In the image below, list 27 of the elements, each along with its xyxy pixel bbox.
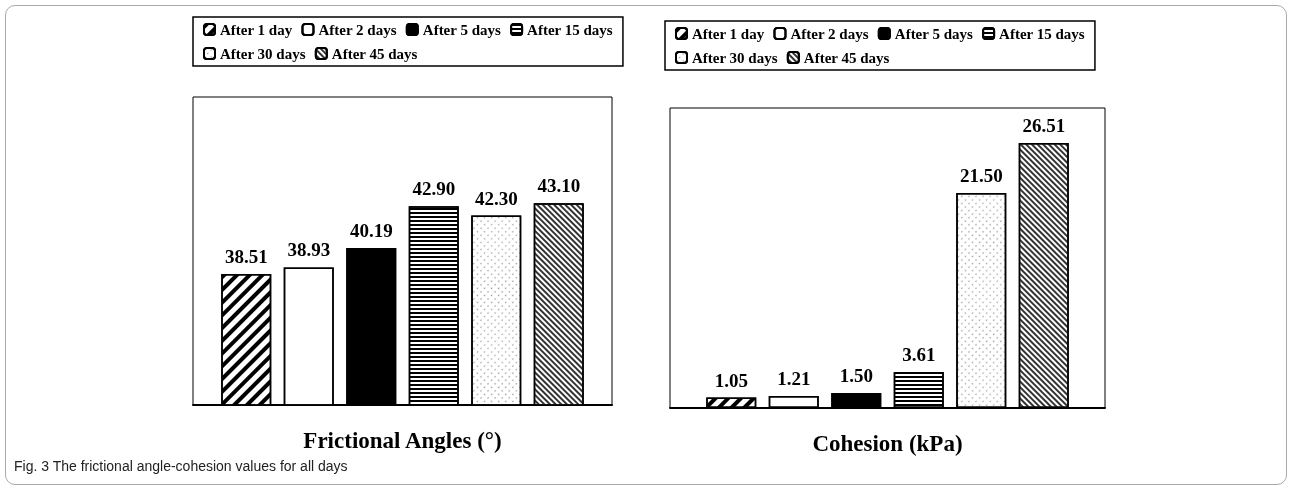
x-axis-title: Frictional Angles (°) (303, 428, 502, 453)
legend-label: After 2 days (790, 25, 869, 42)
data-label: 1.50 (839, 365, 873, 386)
data-label: 1.21 (777, 367, 811, 389)
data-label: 3.61 (902, 343, 936, 365)
legend-label: After 5 days (894, 25, 974, 42)
legend-label: After 5 days (422, 21, 502, 38)
data-label: 43.10 (537, 175, 581, 197)
data-label: 38.51 (224, 245, 268, 267)
data-label: 1.05 (714, 369, 748, 391)
legend-label: After 45 days (803, 49, 890, 66)
data-label: 21.50 (959, 165, 1003, 186)
legend-label: After 1 day (692, 25, 765, 42)
legend-label: After 15 days (999, 25, 1085, 42)
legend-label: After 2 days (318, 21, 397, 38)
data-label: 42.90 (412, 178, 456, 200)
caption: Fig. 3 The frictional angle-cohesion values for all days (14, 458, 348, 474)
x-axis-title: Cohesion (kPa) (812, 431, 963, 456)
legend-label: After 1 day (220, 21, 293, 38)
data-label: 26.51 (1022, 114, 1066, 136)
data-label: 38.93 (287, 239, 331, 261)
data-label: 40.19 (349, 220, 393, 242)
legend-label: After 15 days (527, 21, 613, 38)
data-label: 42.30 (474, 187, 518, 209)
legend-label: After 30 days (220, 45, 306, 62)
legend-label: After 30 days (692, 49, 778, 66)
legend-label: After 45 days (331, 45, 418, 62)
